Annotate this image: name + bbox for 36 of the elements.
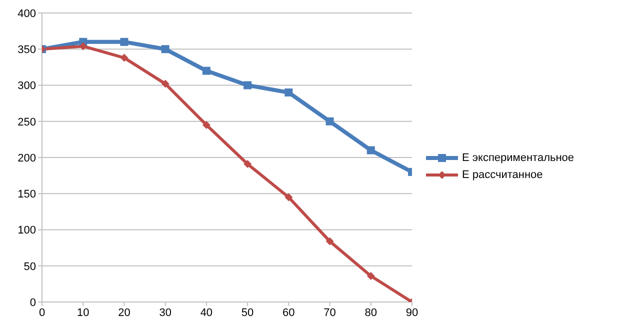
x-tick-label: 90 bbox=[406, 306, 418, 319]
x-tick-label: 0 bbox=[38, 306, 46, 319]
point bbox=[326, 237, 334, 246]
point bbox=[202, 66, 210, 75]
point bbox=[326, 117, 334, 126]
y-tick-label: 150 bbox=[18, 188, 36, 201]
legend-label: E экспериментальное bbox=[462, 152, 574, 164]
y-tick-label: 50 bbox=[24, 260, 36, 273]
x-tick-label: 40 bbox=[200, 306, 213, 319]
y-tick-label: 100 bbox=[18, 224, 36, 237]
point bbox=[244, 81, 252, 90]
y-tick-label: 400 bbox=[18, 8, 36, 20]
point bbox=[244, 160, 252, 168]
x-tick-label: 30 bbox=[159, 306, 172, 319]
x-tick-label: 10 bbox=[76, 306, 90, 319]
point bbox=[284, 193, 293, 202]
point bbox=[202, 120, 210, 129]
point bbox=[366, 146, 375, 154]
x-tick-label: 80 bbox=[364, 306, 378, 319]
x-tick-label: 50 bbox=[241, 306, 254, 319]
y-tick-label: 200 bbox=[18, 152, 36, 164]
y-tick-label: 350 bbox=[18, 44, 36, 56]
y-tick-label: 300 bbox=[18, 80, 36, 92]
point bbox=[161, 45, 170, 54]
x-tick-label: 70 bbox=[324, 306, 336, 319]
point bbox=[366, 272, 375, 280]
point bbox=[120, 38, 128, 46]
x-tick-label: 60 bbox=[282, 306, 295, 319]
legend-label: E рассчитанное bbox=[462, 168, 543, 180]
point bbox=[120, 54, 128, 62]
x-tick-label: 20 bbox=[118, 306, 130, 319]
y-tick-label: 0 bbox=[30, 296, 36, 309]
point bbox=[161, 80, 170, 88]
point bbox=[284, 88, 293, 96]
y-tick-label: 250 bbox=[18, 116, 36, 128]
point bbox=[79, 42, 88, 50]
